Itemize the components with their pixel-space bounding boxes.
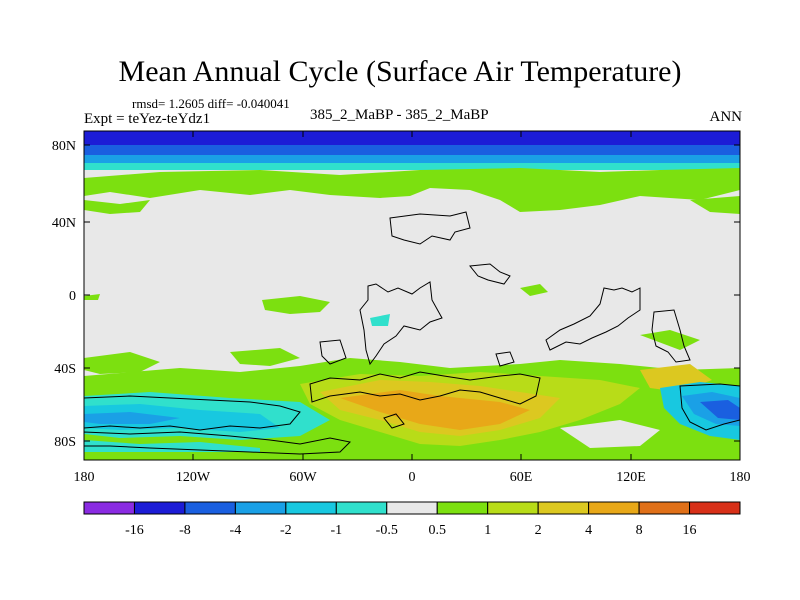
lat-tick-40s: 40S: [54, 362, 76, 377]
south-neutral-patch: [560, 420, 660, 448]
stats-text: rmsd= 1.2605 diff= -0.040041: [132, 96, 290, 111]
case-label: 385_2_MaBP - 385_2_MaBP: [310, 107, 489, 123]
land-outline-south-west: [84, 395, 301, 431]
experiment-label: Expt = teYez-teYdz1: [84, 111, 211, 127]
south-cold-deep-west: [84, 412, 180, 424]
south-orange-core: [340, 390, 530, 430]
colorbar-label: 1: [484, 523, 491, 538]
lon-tick-120w: 120W: [176, 470, 211, 485]
colorbar-label: -0.5: [376, 523, 398, 538]
colorbar-box: [335, 501, 388, 515]
south-cold-deep-east: [700, 400, 740, 420]
south-cold-core-west: [84, 404, 280, 432]
lon-tick-60w: 60W: [289, 470, 317, 485]
colorbar-label: 0.5: [428, 523, 446, 538]
south-warm-patch-2: [230, 348, 300, 366]
colorbar-label: -2: [280, 523, 292, 538]
colorbar-label: -4: [230, 523, 242, 538]
colorbar-box: [487, 501, 539, 515]
tropical-patch-3: [520, 284, 548, 296]
colorbar-box: [285, 501, 337, 515]
plot-title: Mean Annual Cycle (Surface Air Temperatu…: [118, 55, 682, 88]
season-label: ANN: [709, 109, 743, 125]
colorbar-label: -16: [125, 523, 144, 538]
lon-tick-0: 0: [409, 470, 416, 485]
tropical-patch-1: [262, 296, 330, 314]
colorbar-box: [386, 501, 438, 515]
north-warm-band: [84, 168, 740, 212]
colorbar-box: [638, 501, 691, 515]
arctic-band-blue: [84, 145, 740, 155]
land-outline-east-2: [651, 309, 691, 363]
colorbar-label: 4: [585, 523, 592, 538]
colorbar-box: [537, 501, 590, 515]
colorbar-box: [588, 501, 640, 515]
lat-tick-80n: 80N: [52, 139, 76, 154]
tropical-patch-4: [640, 330, 700, 350]
south-warm-patch-1: [84, 352, 160, 374]
land-outline-islet-2: [495, 351, 515, 367]
land-outlines: [84, 211, 740, 455]
land-outline-islet-3: [383, 413, 405, 429]
land-outline-south-central: [309, 371, 541, 405]
colorbar-label: -8: [179, 523, 191, 538]
land-outline-antarctic-west: [84, 431, 352, 455]
colorbar-box: [689, 501, 741, 515]
lat-axis: 80N 40N 0 40S 80S: [52, 139, 740, 450]
colorbar: -16 -8 -4 -2 -1 -0.5 0.5 1 2 4 8 16: [83, 501, 741, 538]
colorbar-label: 16: [683, 523, 697, 538]
land-outline-small: [319, 339, 347, 365]
north-warm-patch-east: [690, 196, 740, 214]
north-warm-patch: [84, 200, 150, 214]
colorbar-label: 2: [535, 523, 542, 538]
arctic-band-light: [84, 155, 740, 163]
colorbar-box: [184, 501, 236, 515]
lat-tick-80s: 80S: [54, 435, 76, 450]
land-outline-south-east: [679, 383, 740, 431]
tropical-cool-patch: [370, 314, 390, 326]
colorbar-label: -1: [330, 523, 342, 538]
anomaly-field: [84, 131, 740, 460]
colorbar-box: [234, 501, 287, 515]
land-outline-east: [545, 287, 641, 351]
arctic-band-cyan: [84, 163, 740, 170]
lat-tick-0: 0: [69, 289, 76, 304]
colorbar-box: [436, 501, 489, 515]
lon-tick-60e: 60E: [510, 470, 533, 485]
lon-tick-180w: 180: [74, 470, 95, 485]
colorbar-box: [83, 501, 135, 515]
lat-tick-40n: 40N: [52, 216, 76, 231]
lon-axis: 180 120W 60W 0 60E 120E 180: [74, 131, 751, 485]
colorbar-box: [133, 501, 186, 515]
lon-tick-120e: 120E: [616, 470, 646, 485]
colorbar-label: 8: [636, 523, 643, 538]
land-outline-islet: [469, 263, 511, 285]
lon-tick-180e: 180: [730, 470, 751, 485]
land-outline-central: [359, 281, 443, 366]
land-outline-north: [389, 211, 471, 245]
arctic-band-deep: [84, 131, 740, 145]
